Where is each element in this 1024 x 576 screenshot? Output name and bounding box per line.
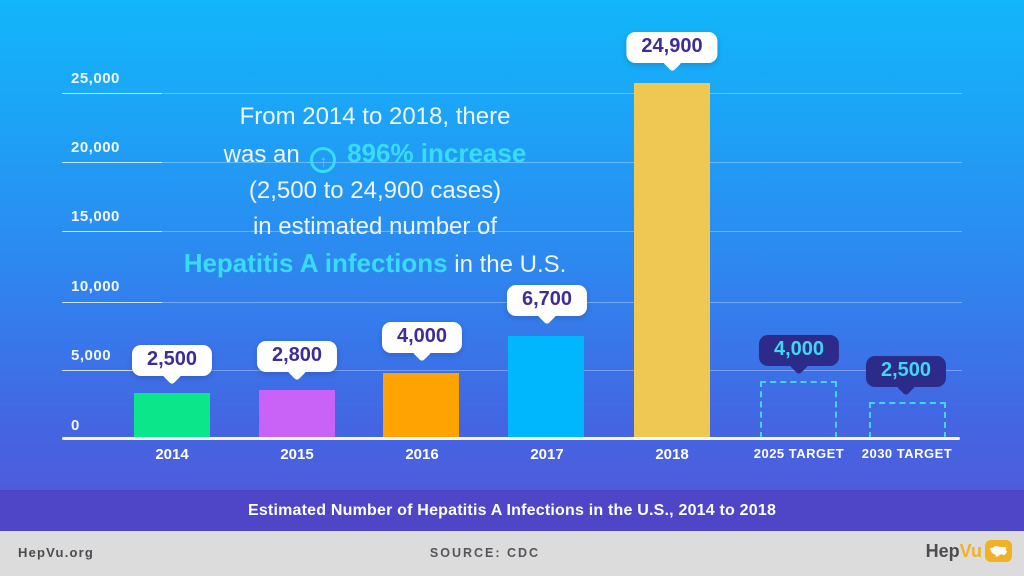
y-tick-25000: 25,000 [71, 70, 120, 87]
headline-line-2: was an ↑ 896% increase [223, 138, 527, 173]
value-callout-2030-target: 2,500 [865, 356, 947, 387]
bar-2018 [634, 83, 710, 438]
increase-arrow-icon: ↑ [310, 147, 337, 173]
x-axis-line [62, 437, 960, 440]
value-callout-2018: 24,900 [626, 32, 718, 63]
gridline-cap [62, 231, 162, 232]
bar-2017 [508, 336, 584, 438]
us-map-icon [985, 540, 1012, 562]
x-label-2018: 2018 [655, 446, 689, 463]
footer-source-text: SOURCE: CDC [429, 546, 541, 560]
x-label-2030-target: 2030 TARGET [861, 446, 953, 461]
x-label-2015: 2015 [280, 446, 314, 463]
y-tick-10000: 10,000 [71, 278, 120, 295]
value-callout-2015: 2,800 [256, 341, 338, 372]
bar-2014 [134, 393, 210, 438]
headline-disease-highlight: Hepatitis A infections [183, 248, 448, 278]
headline-line-1: From 2014 to 2018, there [239, 103, 511, 130]
gridline-cap [62, 162, 162, 163]
x-label-2025-target: 2025 TARGET [753, 446, 845, 461]
footer-bar: HepVu.org SOURCE: CDC Hep Vu [0, 531, 1024, 576]
headline-line-5: Hepatitis A infections in the U.S. [183, 248, 567, 278]
bar-2016 [383, 373, 459, 438]
gridline-15000 [62, 231, 962, 232]
gridline-cap [62, 302, 162, 303]
y-tick-15000: 15,000 [71, 208, 120, 225]
headline-line-4: in estimated number of [252, 213, 498, 240]
value-callout-2016: 4,000 [381, 322, 463, 353]
bar-2030-target-dashed [869, 402, 946, 438]
x-label-2014: 2014 [155, 446, 189, 463]
gridline-25000 [62, 93, 962, 94]
headline-increase-highlight: 896% increase [347, 138, 527, 168]
value-callout-2025-target: 4,000 [758, 335, 840, 366]
y-tick-20000: 20,000 [71, 139, 120, 156]
headline-line-3: (2,500 to 24,900 cases) [248, 177, 502, 204]
x-label-2017: 2017 [530, 446, 564, 463]
bar-2025-target-dashed [760, 381, 837, 438]
gridline-cap [62, 370, 162, 371]
y-tick-0: 0 [71, 417, 80, 434]
y-tick-5000: 5,000 [71, 347, 112, 364]
hepvu-logo: Hep Vu [926, 540, 1012, 562]
value-callout-2017: 6,700 [506, 285, 588, 316]
bar-2015 [259, 390, 335, 438]
headline-text-block: From 2014 to 2018, there was an ↑ 896% i… [150, 99, 600, 283]
gridline-20000 [62, 162, 962, 163]
gridline-cap [62, 93, 162, 94]
footer-site-link: HepVu.org [18, 545, 95, 560]
x-label-2016: 2016 [405, 446, 439, 463]
value-callout-2014: 2,500 [131, 345, 213, 376]
chart-title-banner: Estimated Number of Hepatitis A Infectio… [0, 490, 1024, 531]
